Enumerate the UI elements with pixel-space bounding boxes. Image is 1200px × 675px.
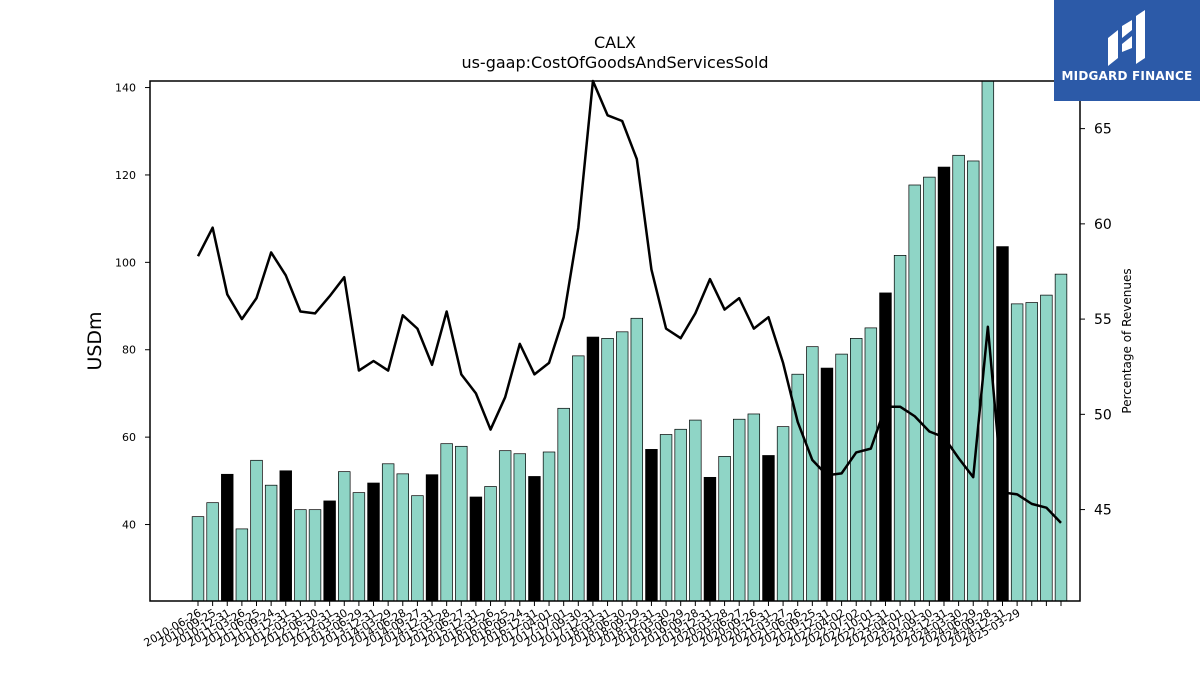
bar (1010, 303, 1024, 602)
right-axis: 45 50 55 60 65 (1080, 122, 1112, 519)
y-tick-label: 40 (122, 519, 136, 532)
bar (586, 336, 600, 602)
bar (937, 166, 951, 602)
bar (455, 445, 468, 602)
chart-title: CALX (594, 33, 636, 52)
bar (908, 184, 921, 602)
bar (703, 476, 717, 602)
bar-series (191, 80, 1068, 602)
bar (542, 451, 556, 602)
chart-subtitle: us-gaap:CostOfGoodsAndServicesSold (461, 53, 768, 72)
bar (279, 470, 292, 602)
bar (528, 476, 541, 602)
bar (996, 246, 1009, 602)
bar (484, 486, 497, 602)
bar (879, 292, 892, 602)
y2-tick-label: 65 (1094, 122, 1112, 138)
x-axis: 2010-06-262010-09-252010-12-312011-03-26… (142, 601, 1062, 650)
bar (469, 496, 483, 602)
bar (967, 160, 980, 602)
left-axis: 40 60 80 100 120 140 (115, 82, 150, 532)
bar (250, 459, 263, 602)
y2-tick-label: 45 (1094, 503, 1112, 519)
y-axis-label: USDm (84, 311, 106, 370)
bar (732, 418, 746, 602)
bar (893, 255, 907, 602)
bar (806, 346, 819, 602)
y-tick-label: 60 (122, 431, 136, 444)
bar (718, 456, 731, 602)
bar (513, 453, 527, 602)
bar (923, 176, 936, 602)
y2-tick-label: 50 (1094, 407, 1112, 423)
bar (850, 338, 863, 602)
bar (1054, 273, 1068, 602)
bar (381, 463, 395, 602)
bar (689, 419, 702, 602)
y-tick-label: 140 (115, 82, 136, 95)
bar (864, 327, 878, 602)
bar (674, 428, 687, 602)
bar (776, 426, 790, 602)
bar (645, 449, 658, 602)
bar (425, 474, 439, 602)
bar (352, 492, 366, 602)
line-path (196, 79, 1062, 524)
bar (191, 516, 205, 602)
bar (323, 500, 336, 602)
bar (308, 509, 322, 602)
y-tick-label: 120 (115, 169, 136, 182)
bar (615, 331, 629, 602)
bar (981, 80, 995, 602)
percentage-line (196, 79, 1062, 524)
bar (294, 509, 307, 602)
y2-tick-label: 60 (1094, 217, 1112, 233)
bar (235, 528, 249, 602)
bar (338, 471, 351, 602)
bar (221, 473, 234, 602)
bar (601, 338, 614, 602)
bar (411, 495, 424, 602)
bar (835, 353, 848, 602)
logo-mark-icon (1108, 10, 1145, 66)
bar (1040, 294, 1053, 602)
bar (747, 413, 761, 602)
y-tick-label: 100 (115, 256, 136, 269)
brand-logo: MIDGARD FINANCE (1054, 0, 1200, 101)
bar (659, 434, 673, 602)
bar (264, 484, 278, 602)
bar (630, 317, 644, 602)
plot-frame (149, 80, 1081, 602)
bar (206, 502, 219, 602)
bar (498, 450, 512, 602)
bar (952, 154, 965, 602)
bar (1025, 302, 1038, 602)
bar (440, 443, 453, 602)
bar (820, 367, 834, 602)
bar (762, 455, 775, 602)
bar (396, 473, 409, 602)
bar (367, 482, 380, 602)
y-tick-label: 80 (122, 344, 136, 357)
y2-axis-label: Percentage of Revenues (1120, 268, 1134, 413)
y2-tick-label: 55 (1094, 312, 1112, 328)
bar (572, 355, 585, 602)
bar (557, 407, 570, 602)
logo-text: MIDGARD FINANCE (1061, 69, 1193, 83)
